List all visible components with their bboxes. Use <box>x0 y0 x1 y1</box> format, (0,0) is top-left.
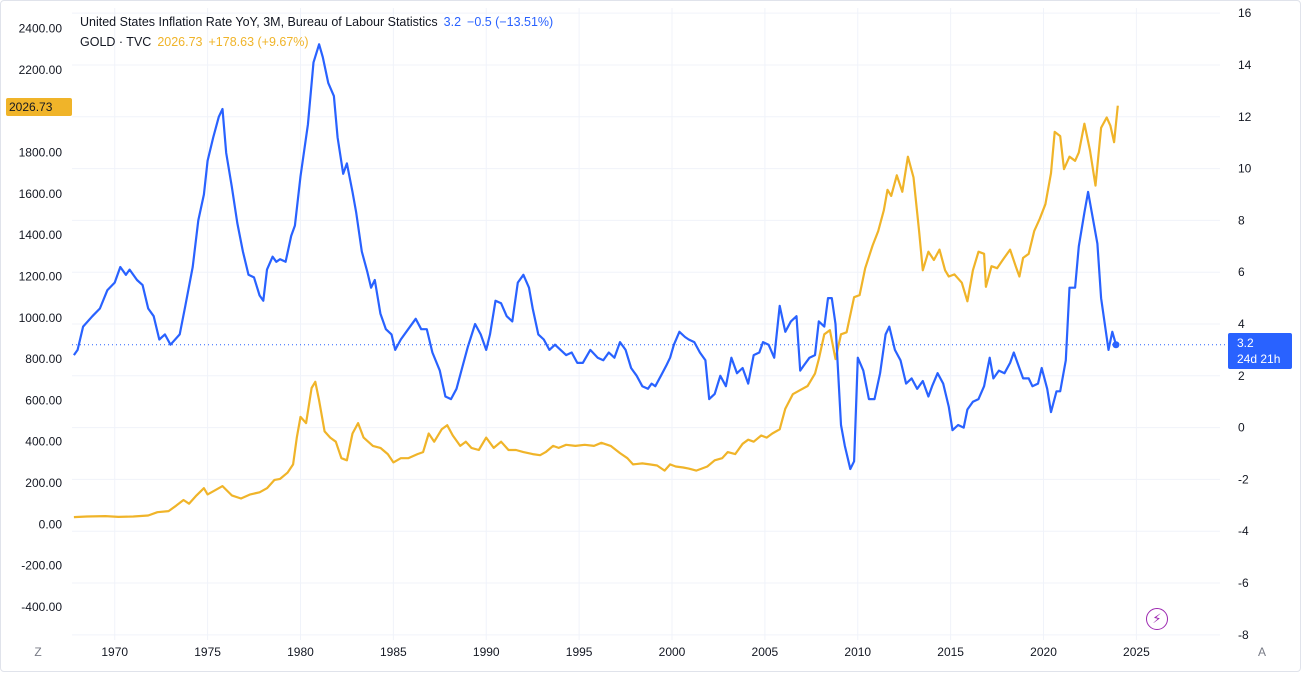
right-tick-label: 8 <box>1238 213 1245 227</box>
inflation-countdown: 24d 21h <box>1237 352 1281 366</box>
x-tick-label: 1985 <box>380 645 407 659</box>
left-tick-label: 0.00 <box>39 517 63 531</box>
right-tick-label: 0 <box>1238 421 1245 435</box>
legend-gold-change: +178.63 (+9.67%) <box>208 35 309 49</box>
right-tick-label: 10 <box>1238 162 1252 176</box>
right-tick-label: 12 <box>1238 110 1252 124</box>
inflation-series-line <box>73 43 1118 471</box>
legend-gold-value: 2026.73 <box>157 35 203 49</box>
gold-price-tag: 2026.73 <box>6 98 72 116</box>
grid-lines <box>72 8 1228 640</box>
inflation-price-tag-value: 3.2 <box>1237 336 1254 350</box>
legend-inflation-title: United States Inflation Rate YoY, 3M, Bu… <box>80 15 438 29</box>
x-tick-label: 2005 <box>752 645 779 659</box>
right-tick-label: -2 <box>1238 472 1249 486</box>
right-tick-label: 16 <box>1238 6 1252 20</box>
legend-gold[interactable]: GOLD · TVC 2026.73 +178.63 (+9.67%) <box>80 35 315 49</box>
inflation-price-tag: 3.2 24d 21h <box>1228 333 1292 369</box>
legend-gold-title: GOLD · TVC <box>80 35 152 49</box>
right-tick-label: 6 <box>1238 265 1245 279</box>
x-tick-label: 2000 <box>659 645 686 659</box>
legend-inflation[interactable]: United States Inflation Rate YoY, 3M, Bu… <box>80 15 559 29</box>
left-tick-label: 1800.00 <box>19 146 63 160</box>
x-tick-label: 2010 <box>844 645 871 659</box>
left-tick-label: -200.00 <box>21 559 62 573</box>
left-axis: 2400.00 2200.00 1800.00 1600.00 1400.00 1200.… <box>19 22 63 614</box>
x-tick-label: 1995 <box>566 645 593 659</box>
legend-inflation-change: −0.5 (−13.51%) <box>467 15 554 29</box>
left-tick-label: 800.00 <box>25 352 62 366</box>
left-tick-label: 1000.00 <box>19 311 63 325</box>
right-tick-label: -8 <box>1238 628 1249 642</box>
x-tick-label: 1975 <box>194 645 221 659</box>
x-tick-label: 1990 <box>473 645 500 659</box>
right-tick-label: -6 <box>1238 576 1249 590</box>
right-axis: 16 14 12 10 8 6 4 2 0 -2 -4 -6 -8 <box>1238 6 1252 642</box>
x-tick-label: 2020 <box>1030 645 1057 659</box>
zoom-button[interactable]: Z <box>34 645 42 659</box>
legend-inflation-value: 3.2 <box>443 15 462 29</box>
left-tick-label: -400.00 <box>21 600 62 614</box>
left-tick-label: 1600.00 <box>19 187 63 201</box>
left-tick-label: 1400.00 <box>19 228 63 242</box>
lightning-icon[interactable]: ⚡ <box>1146 608 1168 630</box>
right-tick-label: -4 <box>1238 524 1249 538</box>
x-tick-label: 1980 <box>287 645 314 659</box>
x-tick-label: 2015 <box>937 645 964 659</box>
series-layer <box>73 43 1120 519</box>
left-tick-label: 400.00 <box>25 435 62 449</box>
left-tick-label: 200.00 <box>25 476 62 490</box>
left-tick-label: 1200.00 <box>19 269 63 283</box>
auto-scale-button[interactable]: A <box>1257 645 1266 659</box>
left-tick-label: 600.00 <box>25 393 62 407</box>
left-tick-label: 2400.00 <box>19 22 63 36</box>
x-tick-label: 2025 <box>1123 645 1150 659</box>
time-axis: 1970 1975 1980 1985 1990 1995 2000 2005 2010 2015… <box>101 645 1150 659</box>
right-tick-label: 2 <box>1238 369 1245 383</box>
inflation-last-point <box>1112 341 1120 349</box>
x-tick-label: 1970 <box>101 645 128 659</box>
left-tick-label: 2200.00 <box>19 63 63 77</box>
right-tick-label: 4 <box>1238 317 1245 331</box>
right-tick-label: 14 <box>1238 58 1252 72</box>
gold-series-line <box>73 105 1119 519</box>
